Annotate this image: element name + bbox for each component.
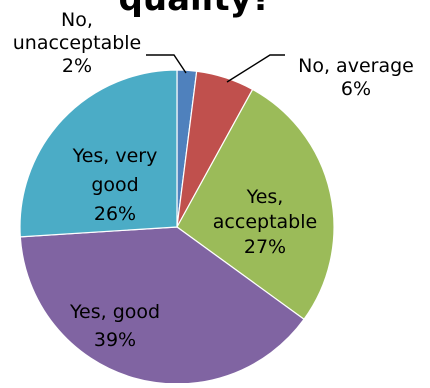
data-label-percent: 2% — [62, 55, 92, 77]
leader-lines — [146, 54, 285, 83]
pie-slice-yes-very-good — [19, 69, 178, 238]
data-label-percent: 26% — [94, 203, 136, 225]
data-label-category: No, — [61, 9, 93, 31]
data-label-category: unacceptable — [13, 32, 142, 54]
data-label: Yes, good 39% — [69, 301, 160, 351]
leader-line — [226, 54, 285, 83]
data-label-category: No, average — [298, 55, 414, 77]
data-label-percent: 6% — [341, 78, 371, 100]
leader-line — [146, 54, 187, 74]
pie-slices — [19, 69, 335, 385]
data-label-category: Yes, good — [69, 301, 160, 323]
data-label-category: Yes, — [246, 186, 284, 208]
pie-slice-yes-good — [19, 226, 305, 385]
pie-slice-yes-acceptable — [176, 88, 335, 321]
chart-title: quality? — [119, 0, 272, 19]
data-label: Yes, very good 26% — [72, 145, 158, 225]
data-label-category: good — [91, 174, 138, 196]
data-label-percent: 27% — [244, 236, 286, 258]
data-labels: No, unacceptable 2% No, average 6% Yes, accept… — [13, 9, 414, 351]
data-label: Yes, acceptable 27% — [213, 186, 317, 258]
data-label-percent: 39% — [94, 329, 136, 351]
data-label-category: acceptable — [213, 211, 317, 233]
data-label: No, average 6% — [298, 55, 414, 100]
data-label: No, unacceptable 2% — [13, 9, 142, 77]
data-label-category: Yes, very — [72, 145, 158, 167]
